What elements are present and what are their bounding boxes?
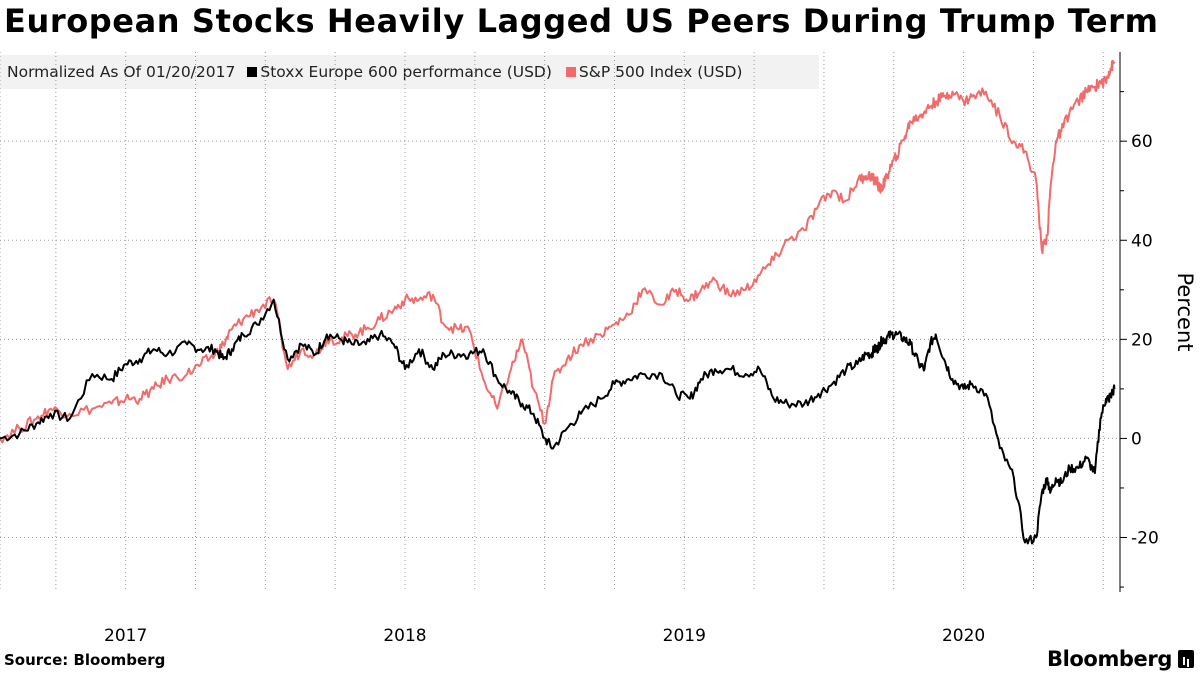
bloomberg-logo: Bloomberg (1047, 647, 1194, 671)
legend-entry-stoxx: Stoxx Europe 600 performance (USD) (247, 63, 552, 81)
legend-label-spx: S&P 500 Index (USD) (578, 63, 743, 81)
x-tick-label-2019: 2019 (663, 626, 706, 646)
legend: Normalized As Of 01/20/2017 Stoxx Europe… (0, 55, 819, 89)
x-tick-label-2017: 2017 (104, 626, 147, 646)
brand-text: Bloomberg (1046, 647, 1172, 671)
y-axis-label: Percent (1173, 272, 1197, 352)
axis-layer: -20 0 20 40 60 2017 2018 2019 2020 (104, 52, 1159, 646)
x-tick-label-2020: 2020 (942, 626, 985, 646)
legend-swatch-stoxx (247, 67, 258, 77)
y-tick-label: 40 (1131, 231, 1153, 251)
x-tick-label-2018: 2018 (383, 626, 426, 646)
legend-label-stoxx: Stoxx Europe 600 performance (USD) (260, 63, 552, 81)
series-line-stoxx (0, 298, 1116, 545)
y-tick-label: 20 (1131, 330, 1153, 350)
y-tick-label: -20 (1131, 529, 1159, 549)
chart-title: European Stocks Heavily Lagged US Peers … (4, 2, 1159, 40)
bloomberg-terminal-icon (1178, 650, 1194, 668)
legend-entry-spx: S&P 500 Index (USD) (565, 63, 743, 81)
chart-subtitle: Normalized As Of 01/20/2017 (7, 63, 236, 81)
grid-layer (0, 52, 1120, 592)
series-layer (0, 59, 1116, 545)
legend-swatch-spx (565, 67, 576, 77)
source-note: Source: Bloomberg (4, 651, 166, 669)
y-tick-label: 60 (1131, 132, 1153, 152)
y-tick-label: 0 (1131, 429, 1142, 449)
series-line-spx (0, 59, 1116, 444)
